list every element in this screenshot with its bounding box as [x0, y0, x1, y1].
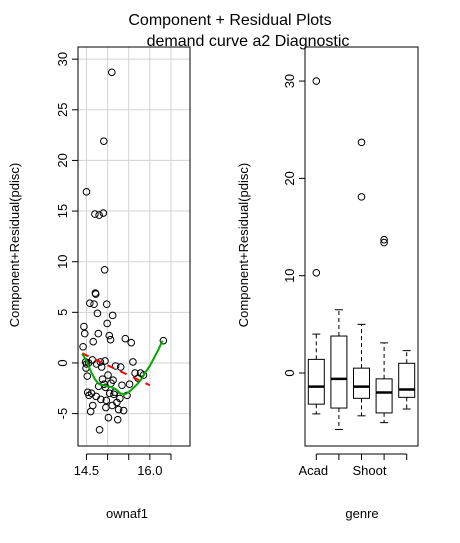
- x-tick-label: 14.5: [74, 463, 99, 478]
- figure-subtitle: demand curve a2 Diagnostic: [147, 33, 350, 50]
- data-point: [79, 342, 87, 351]
- panel-ownaf1: -5 0 5 10 15 20 25 30 14.5 16.0: [55, 46, 191, 478]
- data-point: [94, 329, 103, 338]
- data-point: [127, 338, 136, 347]
- data-point: [109, 376, 117, 384]
- left-xlabel: ownaf1: [106, 506, 148, 521]
- box: [398, 362, 416, 398]
- y-tick-label: 5: [55, 309, 70, 316]
- data-point: [91, 210, 99, 218]
- figure-title: Component + Residual Plots: [128, 12, 331, 29]
- data-point: [114, 405, 123, 414]
- data-point: [98, 375, 107, 383]
- panel-genre: 0 10 20 30 Acad Shoot: [282, 46, 419, 478]
- data-point: [95, 211, 103, 219]
- y-tick-label: 25: [55, 103, 70, 117]
- box: [330, 335, 348, 409]
- data-point: [99, 137, 108, 145]
- data-point: [80, 329, 89, 338]
- plot-frame: [77, 46, 191, 447]
- linear-fit-line: [81, 352, 151, 387]
- data-point: [108, 311, 117, 320]
- x-tick-label: Shoot: [353, 463, 387, 478]
- data-point: [101, 357, 109, 365]
- data-point: [88, 401, 97, 410]
- data-point: [108, 401, 117, 410]
- data-point: [105, 389, 114, 398]
- data-point: [97, 395, 105, 404]
- data-point: [91, 290, 100, 298]
- data-point: [99, 209, 108, 217]
- y-tick-label: 30: [55, 52, 70, 66]
- data-point: [113, 415, 122, 424]
- data-point: [116, 394, 124, 403]
- box: [375, 378, 393, 414]
- plot-frame: [304, 46, 419, 447]
- outlier-point: [312, 268, 321, 277]
- smooth-line: [81, 340, 164, 396]
- y-tick-label: 20: [282, 171, 297, 185]
- data-point: [95, 425, 104, 434]
- y-tick-label: 30: [282, 74, 297, 88]
- data-point: [139, 371, 148, 379]
- outlier-point: [357, 138, 366, 147]
- data-point: [89, 337, 98, 346]
- data-point: [129, 358, 137, 366]
- data-point: [103, 319, 111, 328]
- data-point: [121, 334, 130, 343]
- data-point: [119, 406, 128, 415]
- data-point: [93, 309, 102, 318]
- x-tick-label: Acad: [298, 463, 328, 478]
- data-point: [83, 372, 92, 380]
- data-point: [159, 336, 168, 345]
- data-point: [82, 188, 91, 196]
- y-tick-label: 20: [55, 153, 70, 167]
- data-point: [116, 363, 125, 371]
- data-point: [108, 68, 116, 77]
- data-point: [111, 362, 120, 370]
- left-ylabel: Component+Residual(pdisc): [7, 163, 22, 327]
- data-point: [80, 322, 88, 331]
- box: [353, 367, 370, 399]
- data-point: [118, 381, 126, 390]
- data-point: [102, 396, 111, 405]
- right-ylabel: Component+Residual(pdisc): [236, 163, 251, 327]
- data-point: [96, 358, 105, 366]
- data-point: [104, 413, 113, 422]
- outlier-point: [380, 235, 388, 244]
- y-tick-label: 0: [282, 369, 297, 376]
- right-xlabel: genre: [345, 506, 378, 521]
- outlier-point: [380, 238, 388, 247]
- y-tick-label: 15: [55, 204, 70, 218]
- data-point: [105, 331, 114, 340]
- outlier-point: [312, 77, 321, 85]
- data-point: [102, 300, 111, 309]
- data-point: [100, 265, 109, 274]
- data-point: [85, 391, 93, 400]
- data-point: [104, 371, 112, 379]
- data-point: [86, 299, 94, 308]
- data-point: [97, 363, 106, 371]
- data-point: [106, 335, 115, 344]
- data-point: [92, 392, 100, 401]
- y-tick-label: 10: [282, 268, 297, 282]
- data-point: [90, 300, 98, 309]
- box: [307, 358, 325, 405]
- outlier-point: [357, 193, 366, 201]
- y-tick-label: 0: [55, 359, 70, 366]
- y-tick-label: -5: [55, 408, 70, 420]
- x-tick-label: 16.0: [137, 463, 162, 478]
- data-point: [125, 380, 134, 389]
- y-tick-label: 10: [55, 254, 70, 268]
- data-point: [102, 403, 110, 412]
